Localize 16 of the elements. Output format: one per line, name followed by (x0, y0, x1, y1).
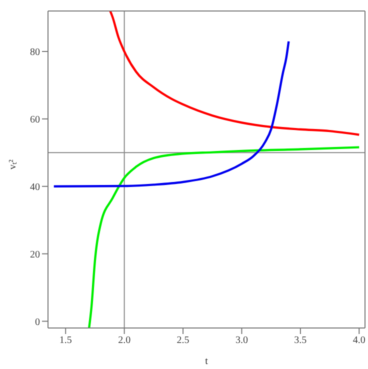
x-tick-label: 3.0 (235, 335, 248, 346)
x-tick-label: 3.5 (294, 335, 307, 346)
line-series (88, 146, 360, 328)
x-tick-label: 2.0 (118, 335, 131, 346)
line-series (52, 40, 290, 188)
y-tick-label: 80 (30, 47, 40, 58)
y-axis-title: vₜ² (8, 160, 19, 170)
y-tick-label: 60 (30, 114, 40, 126)
x-tick-label: 1.5 (59, 335, 72, 346)
x-tick-label: 2.5 (176, 335, 190, 346)
y-tick-label: 20 (30, 249, 40, 260)
x-tick-label: 4.0 (352, 335, 366, 346)
line-series (109, 11, 360, 136)
x-axis-title: t (205, 356, 208, 367)
y-tick-label: 40 (30, 182, 40, 193)
y-tick-label: 0 (35, 316, 40, 328)
